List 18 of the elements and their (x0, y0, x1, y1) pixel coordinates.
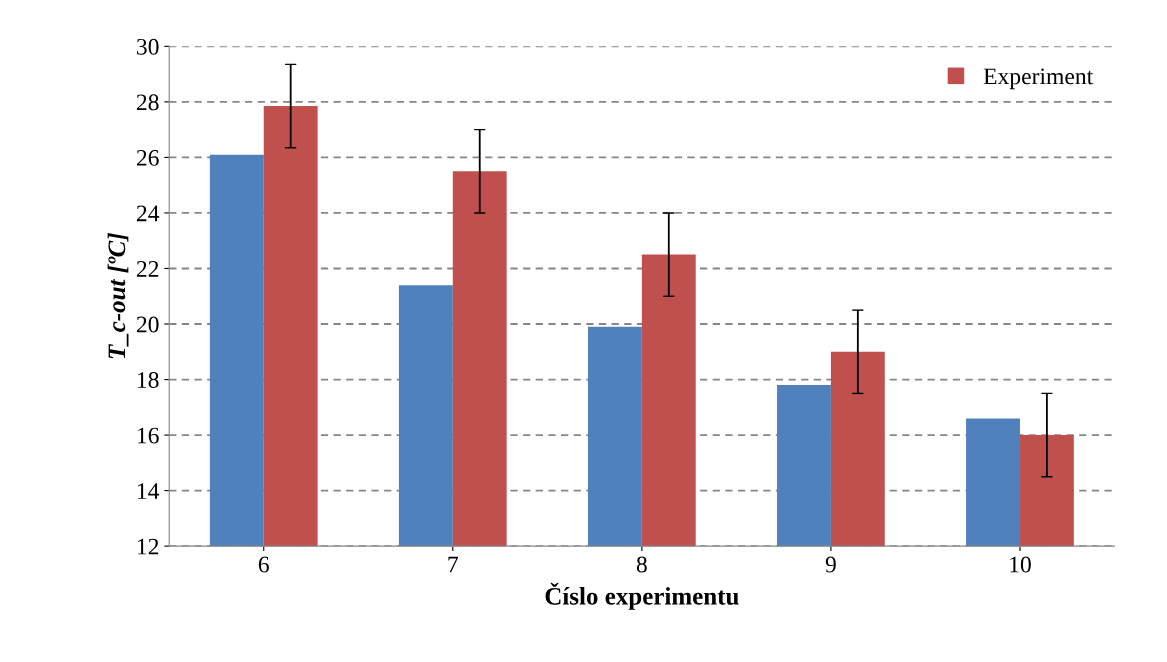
x-axis-title: Číslo experimentu (545, 582, 739, 610)
y-axis-title: T_c-out [ºC] (107, 233, 129, 359)
x-tick-label: 8 (636, 556, 647, 573)
y-tick-label: 28 (136, 94, 159, 111)
legend-label: Experiment (983, 68, 1094, 90)
x-tick-label: 6 (258, 556, 269, 573)
y-tick-label: 22 (136, 261, 159, 277)
y-tick-label: 12 (137, 538, 159, 555)
x-tick-label: 9 (825, 556, 836, 573)
y-tick-label: 14 (137, 483, 160, 499)
y-tick-label: 30 (137, 38, 159, 55)
x-tick-label: 7 (448, 556, 459, 573)
y-tick-label: 18 (137, 372, 159, 388)
y-tick-label: 20 (136, 316, 159, 333)
x-tick-label: 10 (1010, 556, 1031, 573)
y-tick-label: 24 (136, 205, 160, 222)
y-tick-label: 16 (137, 427, 159, 444)
y-tick-label: 26 (136, 149, 159, 166)
